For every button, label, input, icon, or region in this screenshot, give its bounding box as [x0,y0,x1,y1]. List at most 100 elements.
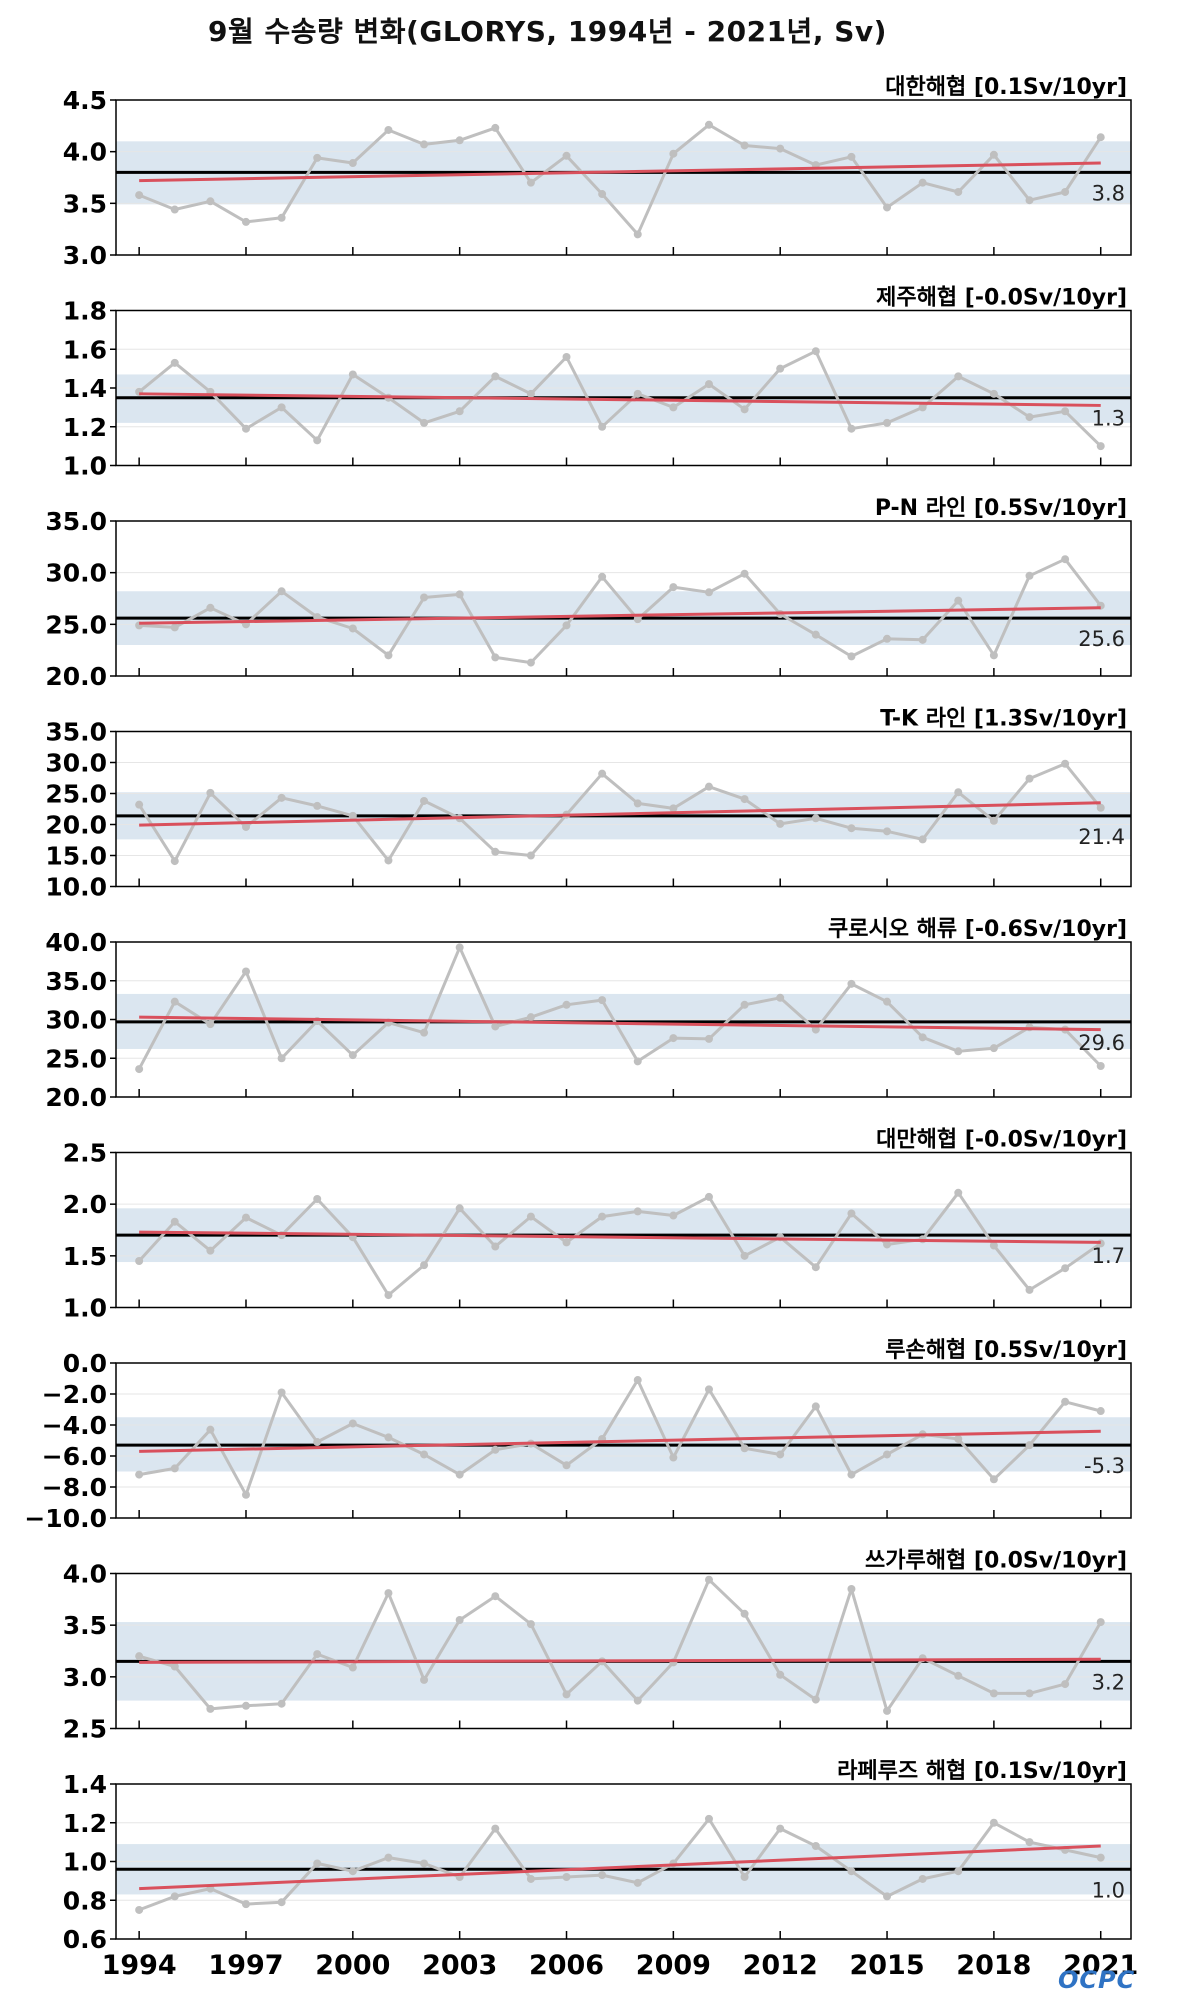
data-point [170,1892,179,1901]
data-point [989,1044,998,1053]
data-point [384,1433,393,1442]
data-point [384,1853,393,1862]
data-point [313,153,322,162]
panel-label: 라페루즈 해협 [0.1Sv/10yr] [837,1759,1127,1784]
data-point [241,217,250,226]
plot-frame [115,1151,1132,1309]
data-point [348,1867,357,1876]
x-tick-label: 2015 [849,1950,924,1981]
data-point [598,572,607,581]
data-point [918,1033,927,1042]
data-point [1061,555,1070,564]
data-point [1096,1618,1105,1627]
data-point [704,120,713,129]
data-point [669,804,678,813]
ocpc-logo: OCPC [1058,1966,1136,1994]
series-line [139,557,1102,665]
x-tick-label: 2000 [315,1950,390,1981]
data-point [883,1450,892,1459]
data-point [811,347,820,356]
data-point [954,1671,963,1680]
series-line [138,349,1102,448]
data-point [847,152,856,161]
data-point [1061,187,1070,196]
data-point [491,847,500,856]
data-point [1025,1441,1034,1450]
trend-line [139,1015,1101,1032]
y-tick-label: 3.0 [63,241,107,270]
data-point [313,801,322,810]
y-tick-label: −10.0 [24,1504,107,1533]
data-point [562,1000,571,1009]
data-point [491,653,500,662]
data-point [206,788,215,797]
data-point [776,1670,785,1679]
data-point [954,372,963,381]
data-point [491,372,500,381]
data-point [1096,1062,1105,1070]
data-point [598,1212,607,1221]
panel-label: 루손해협 [0.5Sv/10yr] [885,1338,1127,1363]
data-point [135,1905,144,1914]
data-point [562,353,571,361]
y-tick-label: 0.8 [63,1886,107,1915]
plot-frame [115,730,1132,888]
y-tick-label: 1.8 [63,297,107,326]
data-point [811,630,820,639]
data-point [954,788,963,797]
y-tick-label: 30.0 [45,1006,107,1035]
data-point [135,191,144,200]
data-point [1025,1838,1034,1847]
data-point [241,967,250,976]
panel-8: 2.5 3.0 3.5 4.0 쓰가루해협 [0.0Sv/10yr] 3.2 [63,1549,1132,1744]
series-line [137,762,1102,863]
y-tick-label: 10.0 [45,873,107,902]
data-point [740,1251,749,1260]
panel-label: 쿠로시오 해류 [-0.6Sv/10yr] [828,917,1127,942]
data-point [135,1065,144,1074]
x-tick-label: 2018 [956,1950,1031,1981]
data-point [562,1461,571,1470]
y-tick-label: 15.0 [45,842,107,871]
plot-frame [115,520,1132,677]
y-tick-label: 25.0 [45,610,107,639]
data-point [313,436,322,445]
y-tick-label: 1.2 [63,1809,107,1838]
data-point [811,1695,820,1704]
mean-value-label: -5.3 [1084,1454,1125,1478]
data-point [776,993,785,1002]
data-point [883,997,892,1006]
y-tick-label: 1.0 [63,1848,107,1877]
data-point [455,590,464,599]
y-tick-label: 1.5 [63,1242,107,1271]
data-point [669,149,678,158]
y-tick-label: 1.4 [63,1770,107,1799]
data-point [135,1257,144,1265]
mean-value-label: 1.0 [1092,1878,1125,1902]
data-point [633,1057,642,1066]
data-point [170,1464,179,1473]
y-tick-label: 20.0 [45,811,107,840]
data-point [954,1047,963,1056]
y-tick-label: 0.6 [63,1925,107,1954]
plot-frame [115,1572,1132,1730]
mean-value-label: 25.6 [1078,627,1125,651]
data-point [526,1013,535,1022]
data-point [170,857,179,866]
data-point [847,1470,856,1479]
data-point [1061,1680,1070,1689]
data-point [241,1701,250,1710]
data-point [1096,803,1105,812]
data-point [776,144,785,153]
mean-value-label: 3.8 [1092,181,1125,205]
panel-5: 20.0 25.0 30.0 35.0 40.0 쿠로시오 해류 [-0.6Sv/10yr… [45,917,1132,1112]
mean-value-label: 1.7 [1092,1244,1125,1268]
data-point [241,424,250,433]
data-point [669,1453,678,1462]
data-point [455,943,464,952]
data-point [633,389,642,398]
x-tick-label: 2009 [636,1950,711,1981]
data-point [776,1450,785,1459]
data-point [704,1575,713,1584]
data-point [455,136,464,145]
